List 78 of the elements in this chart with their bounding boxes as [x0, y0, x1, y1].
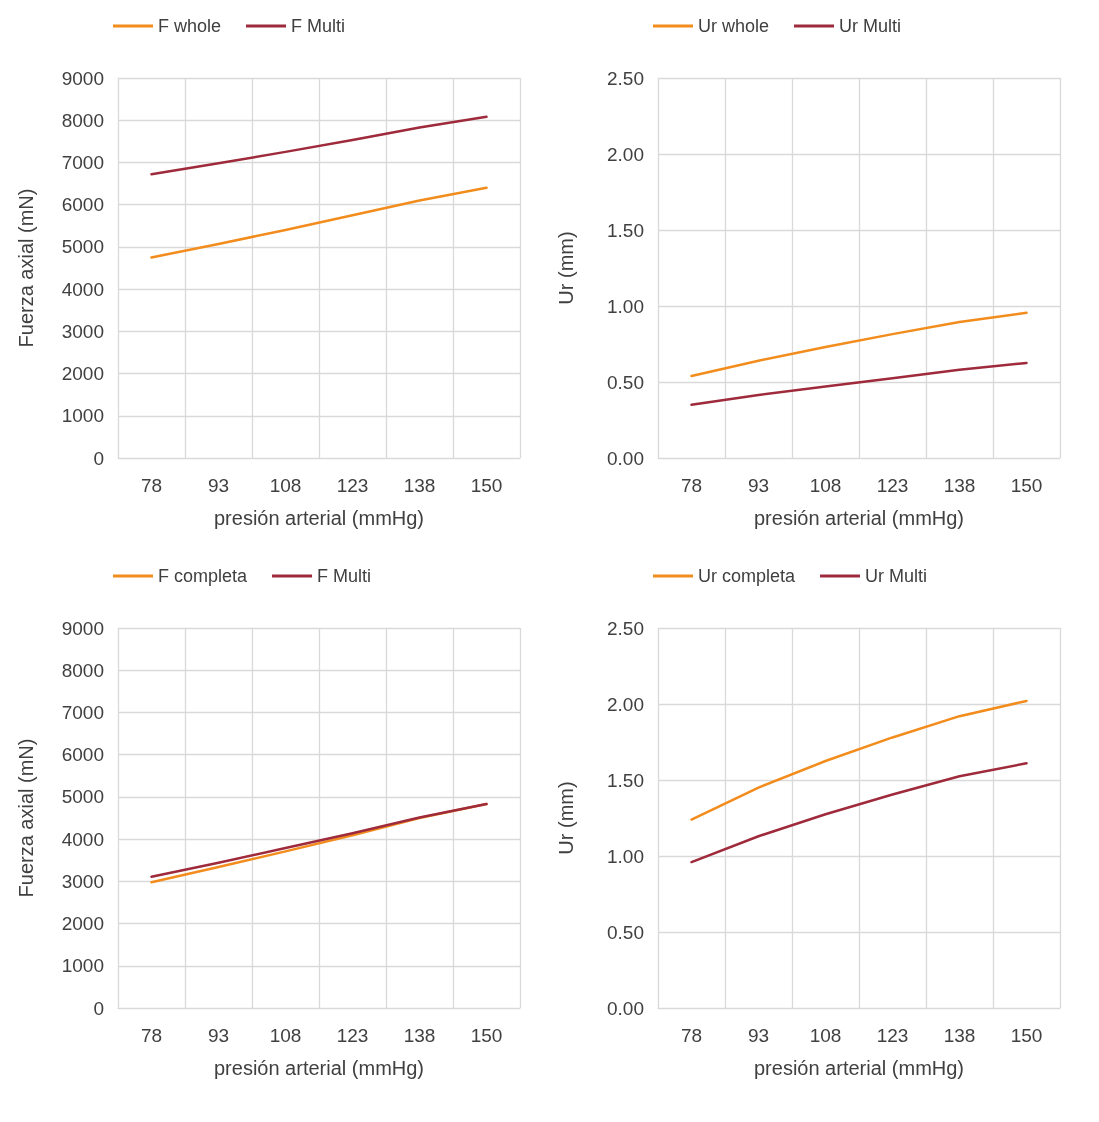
x-tick-label: 150 [470, 475, 503, 496]
y-axis-title: Ur (mm) [555, 231, 577, 305]
y-tick-label: 7000 [61, 151, 104, 173]
legend-label: F whole [158, 16, 222, 36]
x-tick-label: 138 [943, 475, 976, 496]
y-tick-label: 1.50 [607, 219, 644, 241]
y-tick-label: 2000 [61, 363, 104, 385]
y-axis-title: Fuerza axial (mN) [15, 188, 37, 348]
x-tick-label: 93 [747, 1025, 770, 1046]
y-tick-label: 2.00 [607, 693, 644, 715]
x-tick-label: 150 [470, 1025, 503, 1046]
y-tick-label: 9000 [61, 67, 104, 89]
legend-label: F Multi [317, 566, 372, 586]
legend-label: Ur Multi [839, 16, 902, 36]
x-tick-label: 108 [269, 475, 302, 496]
line-series [150, 186, 488, 259]
x-tick-label: 78 [680, 475, 703, 496]
x-tick-label: 138 [943, 1025, 976, 1046]
y-tick-label: 1.00 [607, 295, 644, 317]
y-tick-label: 1000 [61, 405, 104, 427]
legend-label: F Multi [291, 16, 346, 36]
y-tick-label: 3000 [61, 870, 104, 892]
x-axis-title: presión arterial (mmHg) [753, 507, 965, 529]
x-axis-title: presión arterial (mmHg) [213, 1057, 425, 1079]
y-tick-label: 1000 [61, 955, 104, 977]
line-series [150, 115, 488, 176]
x-tick-label: 78 [140, 1025, 163, 1046]
y-tick-label: 3000 [61, 320, 104, 342]
line-series [690, 311, 1028, 378]
x-tick-label: 108 [269, 1025, 302, 1046]
y-tick-label: 5000 [61, 786, 104, 808]
x-tick-label: 123 [876, 475, 909, 496]
y-tick-label: 6000 [61, 194, 104, 216]
x-tick-label: 108 [809, 475, 842, 496]
y-tick-label: 1.50 [607, 769, 644, 791]
y-axis-title: Ur (mm) [555, 781, 577, 855]
y-tick-label: 8000 [61, 109, 104, 131]
line-series [690, 699, 1028, 821]
x-tick-label: 123 [336, 1025, 369, 1046]
y-tick-label: 2000 [61, 913, 104, 935]
x-tick-label: 108 [809, 1025, 842, 1046]
line-series [690, 762, 1028, 864]
y-tick-label: 0 [93, 997, 104, 1019]
legend-label: Ur Multi [865, 566, 928, 586]
x-tick-label: 138 [403, 475, 436, 496]
y-tick-label: 0.00 [607, 997, 644, 1019]
y-tick-label: 2.50 [607, 67, 644, 89]
x-tick-label: 150 [1010, 475, 1043, 496]
x-tick-label: 123 [336, 475, 369, 496]
x-axis-title: presión arterial (mmHg) [213, 507, 425, 529]
legend-label: Ur whole [698, 16, 770, 36]
legend-label: F completa [158, 566, 249, 586]
y-tick-label: 0.50 [607, 921, 644, 943]
y-tick-label: 7000 [61, 701, 104, 723]
x-tick-label: 150 [1010, 1025, 1043, 1046]
y-tick-label: 0.50 [607, 371, 644, 393]
x-tick-label: 78 [140, 475, 163, 496]
x-tick-label: 78 [680, 1025, 703, 1046]
y-tick-label: 4000 [61, 278, 104, 300]
y-tick-label: 2.50 [607, 617, 644, 639]
y-tick-label: 6000 [61, 744, 104, 766]
x-tick-label: 93 [207, 475, 230, 496]
y-tick-label: 8000 [61, 659, 104, 681]
legend-label: Ur completa [698, 566, 797, 586]
x-axis-title: presión arterial (mmHg) [753, 1057, 965, 1079]
x-tick-label: 138 [403, 1025, 436, 1046]
y-tick-label: 2.00 [607, 143, 644, 165]
x-tick-label: 93 [207, 1025, 230, 1046]
y-tick-label: 0 [93, 447, 104, 469]
y-tick-label: 5000 [61, 236, 104, 258]
y-tick-label: 1.00 [607, 845, 644, 867]
x-tick-label: 123 [876, 1025, 909, 1046]
y-axis-title: Fuerza axial (mN) [15, 738, 37, 898]
y-tick-label: 9000 [61, 617, 104, 639]
y-tick-label: 4000 [61, 828, 104, 850]
y-tick-label: 0.00 [607, 447, 644, 469]
line-series [690, 361, 1028, 407]
x-tick-label: 93 [747, 475, 770, 496]
